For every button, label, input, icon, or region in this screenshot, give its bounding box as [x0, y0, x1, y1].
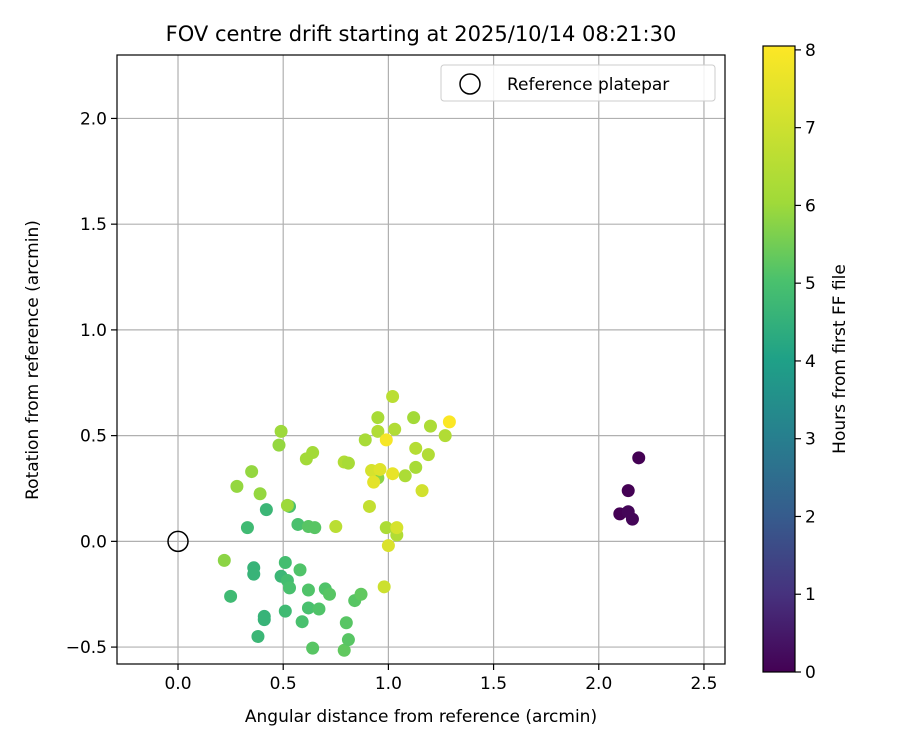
data-point	[251, 630, 265, 644]
data-point	[379, 521, 393, 535]
data-point	[367, 475, 381, 489]
legend-marker	[459, 73, 481, 95]
data-point	[371, 411, 385, 425]
data-point	[407, 411, 421, 425]
data-point	[438, 429, 452, 443]
data-point	[373, 462, 387, 476]
y-tick-label: −0.5	[66, 638, 107, 658]
data-point	[230, 479, 244, 493]
colorbar-tick-label: 5	[805, 274, 816, 294]
x-axis-ticks: 0.0 0.5 1.0 1.5 2.0 2.5	[164, 664, 717, 694]
data-point	[386, 390, 400, 404]
data-point	[371, 424, 385, 438]
data-point	[278, 556, 292, 569]
data-point	[442, 415, 456, 429]
x-tick-label: 2.5	[690, 674, 717, 694]
data-point	[341, 456, 355, 470]
y-tick-label: 2.0	[80, 109, 107, 129]
data-point	[415, 484, 429, 498]
data-point	[388, 422, 402, 436]
colorbar-frame	[762, 45, 796, 673]
y-tick-label: 1.0	[80, 321, 107, 341]
data-point	[295, 615, 309, 629]
data-point	[312, 602, 326, 616]
data-point	[257, 613, 271, 627]
data-point	[247, 567, 261, 581]
data-point	[409, 441, 423, 455]
legend-label: Reference platepar	[507, 75, 669, 95]
x-tick-label: 0.5	[270, 674, 297, 694]
data-point	[306, 641, 320, 655]
x-axis-label: Angular distance from reference (arcmin)	[245, 707, 597, 727]
colorbar-tick-label: 4	[805, 352, 816, 372]
data-point	[362, 499, 376, 513]
data-point	[217, 553, 231, 567]
data-point	[390, 521, 404, 535]
colorbar-gradient	[763, 46, 795, 672]
colorbar-tick-label: 1	[805, 585, 816, 605]
data-point	[386, 467, 400, 481]
data-point	[301, 601, 315, 615]
data-point	[291, 517, 305, 531]
colorbar-tick-label: 0	[805, 663, 816, 683]
x-tick-label: 1.0	[375, 674, 402, 694]
data-point	[322, 587, 336, 601]
data-point	[409, 460, 423, 474]
data-points	[217, 390, 646, 657]
data-point	[301, 583, 315, 597]
data-point	[259, 503, 273, 517]
data-point	[337, 643, 351, 657]
data-point	[377, 580, 391, 594]
data-point	[280, 498, 294, 512]
data-point	[625, 512, 639, 526]
data-point	[381, 539, 395, 553]
y-tick-label: 0.5	[80, 427, 107, 447]
data-point	[306, 446, 320, 460]
data-point	[421, 448, 435, 462]
y-tick-label: 1.5	[80, 215, 107, 235]
data-point	[245, 465, 259, 479]
data-point	[308, 521, 322, 535]
colorbar: 0 1 2 3 4 5 6 7 8 Hours from first FF file	[762, 41, 850, 683]
colorbar-tick-label: 7	[805, 119, 816, 139]
colorbar-ticks: 0 1 2 3 4 5 6 7 8	[795, 41, 816, 683]
data-point	[283, 581, 297, 595]
data-point	[632, 451, 646, 465]
colorbar-tick-label: 6	[805, 196, 816, 216]
x-tick-label: 0.0	[164, 674, 191, 694]
plot-frame	[116, 54, 726, 665]
colorbar-label: Hours from first FF file	[830, 264, 850, 454]
y-axis-ticks: −0.5 0.0 0.5 1.0 1.5 2.0	[66, 109, 117, 658]
x-tick-label: 2.0	[585, 674, 612, 694]
y-tick-label: 0.0	[80, 532, 107, 552]
colorbar-tick-label: 8	[805, 41, 816, 61]
data-point	[379, 433, 393, 447]
colorbar-tick-label: 3	[805, 430, 816, 450]
data-point	[339, 616, 353, 630]
data-point	[358, 433, 372, 447]
data-point	[278, 604, 292, 618]
data-point	[354, 587, 368, 601]
data-point	[423, 419, 437, 433]
data-point	[621, 484, 635, 498]
data-point	[398, 469, 412, 483]
data-point	[272, 438, 286, 452]
data-point	[224, 589, 238, 603]
chart-title: FOV centre drift starting at 2025/10/14 …	[166, 22, 677, 46]
legend: Reference platepar	[440, 64, 716, 102]
data-point	[253, 487, 267, 501]
data-point	[240, 521, 254, 535]
y-axis-label: Rotation from reference (arcmin)	[23, 220, 43, 500]
data-point	[341, 633, 355, 647]
colorbar-tick-label: 2	[805, 507, 816, 527]
grid-lines	[117, 55, 725, 664]
legend-box	[440, 64, 716, 102]
x-tick-label: 1.5	[480, 674, 507, 694]
reference-platepar-marker	[167, 530, 189, 553]
data-point	[329, 520, 343, 534]
data-point	[293, 563, 307, 577]
data-point	[274, 424, 288, 438]
